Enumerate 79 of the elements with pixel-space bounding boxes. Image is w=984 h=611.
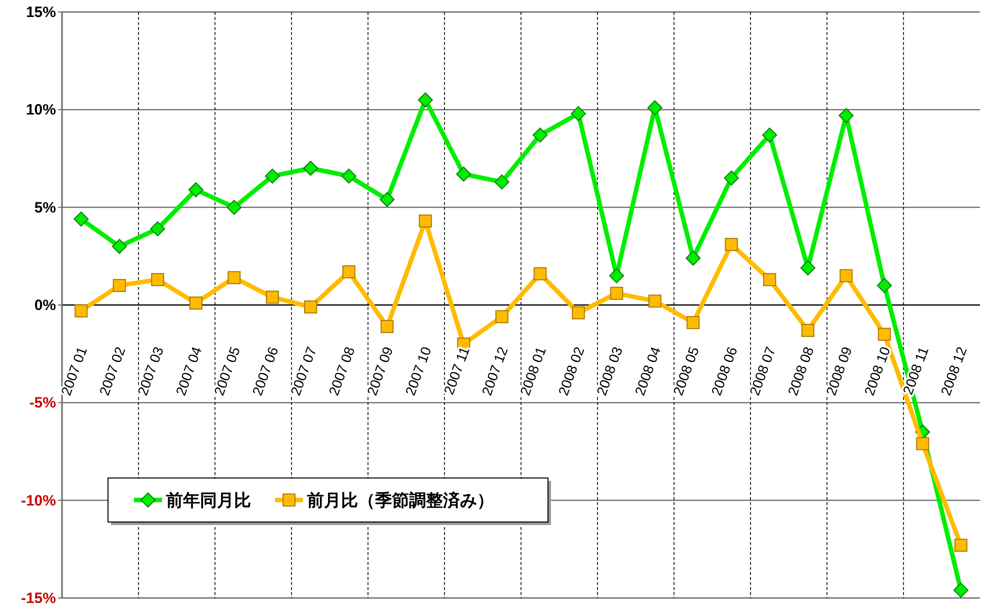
x-tick-label: 2008 01 — [516, 344, 550, 398]
point — [534, 267, 547, 280]
point — [342, 265, 356, 278]
point — [264, 168, 280, 184]
legend-label: 前月比（季節調整済み） — [306, 491, 494, 510]
x-tick-label: 2008 06 — [708, 344, 740, 398]
point — [610, 286, 624, 300]
point — [418, 92, 433, 108]
x-tick-label: 2007 10 — [402, 344, 434, 398]
point — [800, 260, 816, 276]
x-tick-label: 2007 12 — [478, 344, 511, 398]
point — [380, 320, 394, 333]
point — [570, 106, 586, 122]
point — [572, 306, 585, 320]
point — [112, 238, 127, 254]
point — [456, 166, 472, 182]
point — [495, 310, 508, 324]
x-tick-label: 2007 04 — [172, 344, 205, 398]
x-tick-label: 2007 02 — [96, 344, 128, 398]
point — [953, 582, 968, 598]
point — [686, 316, 700, 330]
point — [74, 304, 88, 318]
point — [151, 273, 164, 286]
x-tick-label: 2007 05 — [210, 344, 244, 398]
point — [418, 214, 432, 228]
point — [647, 100, 662, 116]
point — [303, 160, 318, 176]
y-tick-label: -10% — [20, 492, 56, 510]
x-tick-label: 2007 07 — [287, 344, 320, 398]
x-tick-label: 2007 09 — [364, 344, 396, 398]
point — [686, 250, 701, 266]
point — [724, 238, 738, 251]
point — [878, 328, 891, 341]
point — [954, 538, 968, 552]
point — [189, 296, 202, 310]
point — [840, 269, 853, 282]
point — [916, 437, 930, 450]
point — [801, 324, 814, 337]
point — [763, 273, 776, 286]
point — [609, 268, 624, 284]
x-tick-label: 2008 03 — [593, 344, 626, 398]
x-tick-label: 2008 08 — [784, 344, 817, 398]
point — [266, 290, 279, 304]
point — [226, 200, 242, 215]
x-tick-label: 2008 04 — [631, 344, 664, 398]
y-tick-label: 15% — [26, 4, 56, 21]
point — [74, 212, 89, 227]
x-tick-label: 2008 11 — [899, 344, 932, 397]
x-tick-label: 2008 05 — [670, 344, 702, 398]
y-tick-label: -15% — [20, 590, 56, 607]
x-tick-label: 2007 01 — [58, 344, 90, 398]
point — [648, 294, 662, 308]
y-tick-label: -5% — [29, 394, 56, 412]
point — [380, 192, 395, 208]
x-tick-label: 2007 03 — [134, 344, 167, 398]
point — [112, 278, 126, 292]
x-tick-label: 2008 10 — [860, 344, 894, 398]
point — [150, 221, 166, 236]
x-tick-label: 2007 11 — [440, 344, 473, 397]
y-tick-label: 0% — [34, 297, 56, 314]
y-tick-label: 5% — [34, 199, 56, 216]
x-tick-label: 2007 08 — [325, 344, 358, 398]
x-tick-label: 2007 06 — [248, 344, 282, 398]
point — [724, 170, 739, 186]
point — [494, 174, 510, 190]
y-tick-label: 10% — [26, 102, 56, 119]
point — [341, 168, 356, 184]
legend-label: 前年同月比 — [165, 491, 251, 510]
point — [876, 278, 892, 293]
point — [304, 300, 318, 314]
point — [762, 128, 778, 143]
point — [228, 271, 241, 284]
x-tick-label: 2008 09 — [822, 344, 856, 398]
point — [838, 108, 854, 124]
point — [188, 182, 204, 198]
point — [532, 128, 548, 143]
x-tick-label: 2008 02 — [554, 344, 588, 398]
x-tick-label: 2008 07 — [746, 344, 779, 398]
x-tick-label: 2008 12 — [937, 344, 970, 398]
